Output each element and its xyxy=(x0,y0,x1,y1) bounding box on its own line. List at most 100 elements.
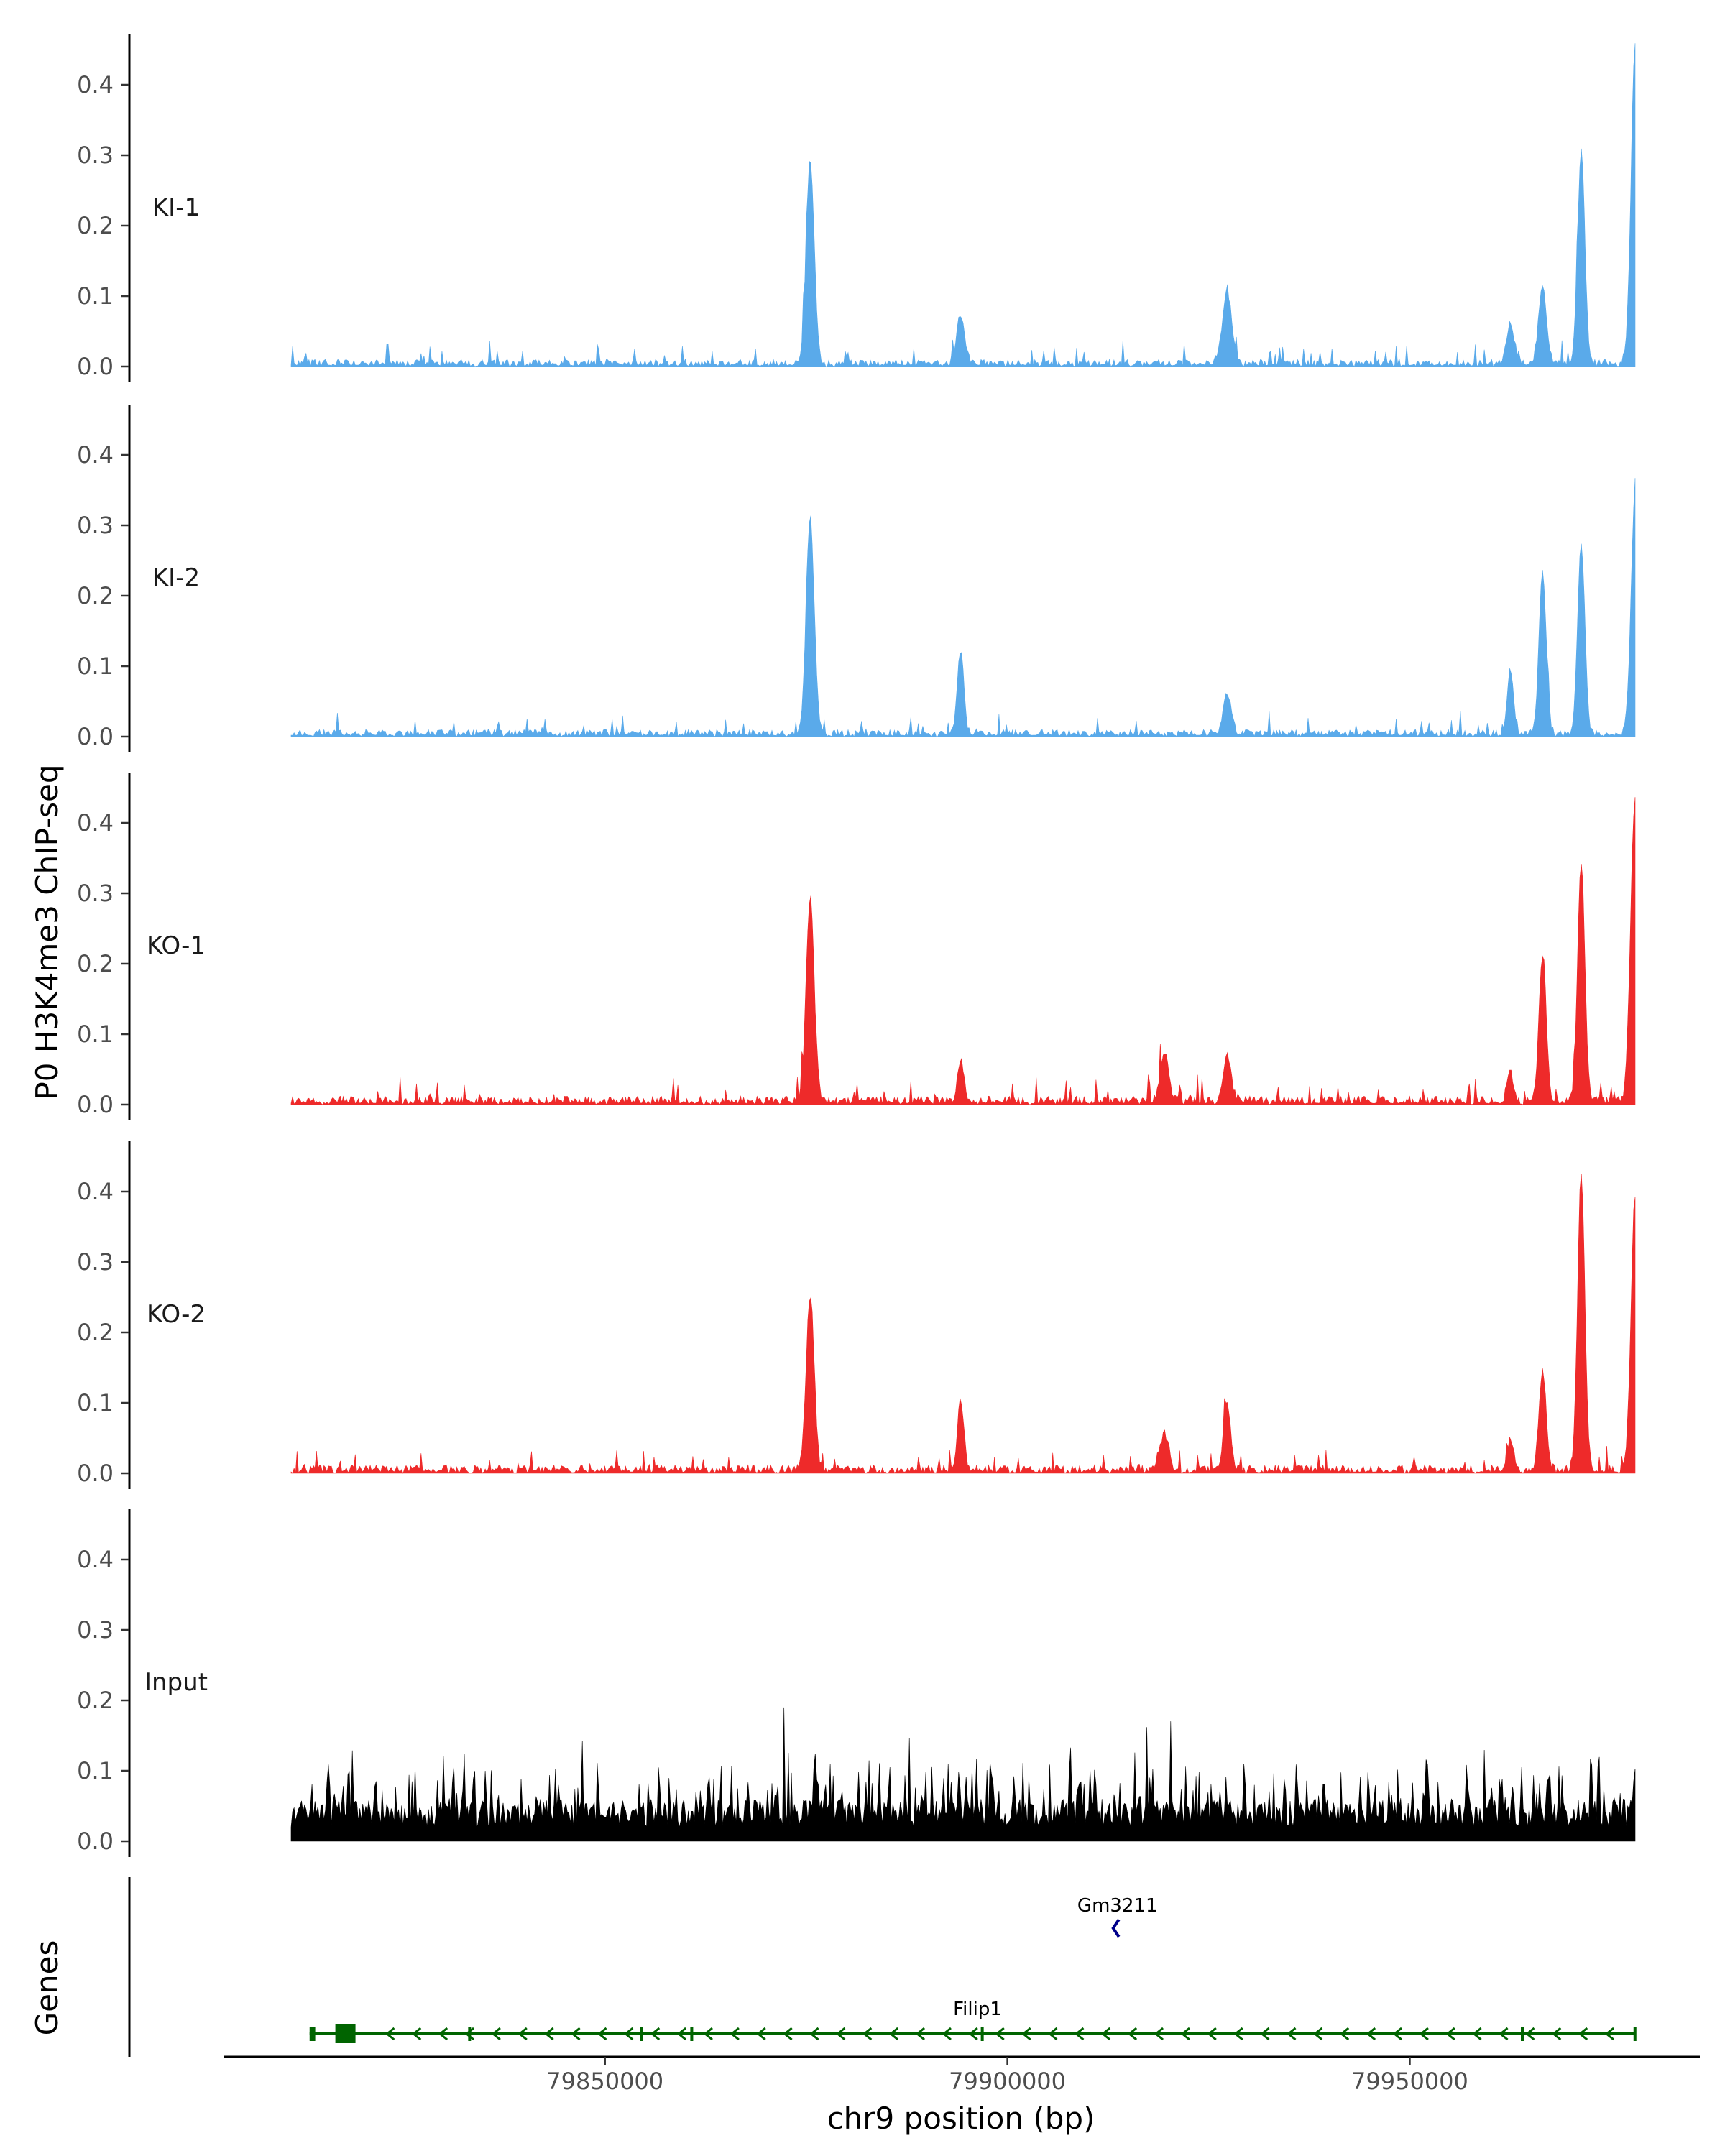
y-tick-label: 0.1 xyxy=(77,1021,114,1048)
track-name-label: KO-1 xyxy=(147,931,206,960)
track-name-label: KI-1 xyxy=(152,193,200,222)
track-panels: 0.00.10.20.30.4KI-10.00.10.20.30.4KI-20.… xyxy=(77,34,1636,1857)
y-tick-label: 0.2 xyxy=(77,950,114,977)
y-tick-label: 0.4 xyxy=(77,441,114,469)
y-tick-label: 0.0 xyxy=(77,723,114,750)
exon xyxy=(468,2027,472,2041)
strand-arrow xyxy=(756,2027,766,2041)
track-ko-1: 0.0 0.1 0.2 0.3 0.4 KO-1 xyxy=(77,773,1636,1120)
y-tick-label: 0.0 xyxy=(77,1091,114,1118)
strand-arrow xyxy=(385,2027,395,2041)
strand-arrow xyxy=(544,2027,554,2041)
strand-arrow xyxy=(464,2027,475,2041)
strand-arrow xyxy=(1472,2027,1482,2041)
strand-arrow xyxy=(730,2027,740,2041)
exon xyxy=(1633,2027,1637,2041)
y-tick-label: 0.0 xyxy=(77,1828,114,1855)
y-tick-label: 0.4 xyxy=(77,71,114,98)
x-tick-label: 79900000 xyxy=(949,2068,1066,2095)
y-tick-label: 0.3 xyxy=(77,512,114,539)
signal-area xyxy=(290,1174,1636,1474)
track-ki-1: 0.0 0.1 0.2 0.3 0.4 KI-1 xyxy=(77,34,1636,382)
strand-arrow xyxy=(1021,2027,1031,2041)
strand-arrow xyxy=(1551,2027,1562,2041)
strand-arrow xyxy=(703,2027,713,2041)
genes-track-label: Genes xyxy=(29,1940,65,2036)
strand-arrow xyxy=(623,2027,634,2041)
gene-label: Gm3211 xyxy=(1077,1895,1158,1917)
track-ki-2: 0.0 0.1 0.2 0.3 0.4 KI-2 xyxy=(77,405,1636,752)
track-name-label: KO-2 xyxy=(147,1300,206,1329)
strand-arrow xyxy=(1154,2027,1164,2041)
y-tick-label: 0.2 xyxy=(77,582,114,609)
strand-arrow xyxy=(1339,2027,1350,2041)
y-tick-label: 0.2 xyxy=(77,1319,114,1346)
strand-arrow xyxy=(809,2027,819,2041)
y-tick-label: 0.3 xyxy=(77,142,114,169)
y-tick-label: 0.2 xyxy=(77,212,114,239)
x-axis: 79850000 79900000 79950000 xyxy=(224,2055,1700,2095)
strand-arrow xyxy=(1048,2027,1058,2041)
y-tick-label: 0.3 xyxy=(77,1248,114,1276)
strand-arrow xyxy=(491,2027,501,2041)
signal-area xyxy=(290,43,1636,368)
track-input: 0.0 0.1 0.2 0.3 0.4 Input xyxy=(77,1509,1636,1857)
track-name-label: KI-2 xyxy=(152,563,200,592)
gene-label: Filip1 xyxy=(953,1999,1002,2020)
gene-filip1: Filip1 xyxy=(309,1999,1637,2043)
strand-arrow xyxy=(1445,2027,1455,2041)
strand-arrow xyxy=(1075,2027,1085,2041)
y-tick-label: 0.1 xyxy=(77,282,114,310)
strand-arrow xyxy=(438,2027,448,2041)
strand-arrow xyxy=(1207,2027,1217,2041)
strand-arrow xyxy=(995,2027,1005,2041)
exon xyxy=(690,2027,694,2041)
strand-arrow xyxy=(1419,2027,1429,2041)
exon xyxy=(309,2027,316,2041)
strand-arrow xyxy=(597,2027,607,2041)
strand-arrow xyxy=(1287,2027,1297,2041)
strand-arrow xyxy=(1127,2027,1138,2041)
strand-arrow xyxy=(1578,2027,1588,2041)
y-tick-label: 0.1 xyxy=(77,1389,114,1416)
exon xyxy=(335,2024,356,2043)
strand-arrow xyxy=(1312,2027,1323,2041)
strand-arrow xyxy=(1392,2027,1402,2041)
y-tick-label: 0.3 xyxy=(77,1616,114,1644)
strand-arrow xyxy=(942,2027,952,2041)
strand-arrow xyxy=(1525,2027,1535,2041)
gene-gm3211: Gm3211 xyxy=(1077,1895,1158,1938)
signal-area xyxy=(290,797,1636,1106)
exon xyxy=(980,2027,984,2041)
strand-arrow xyxy=(411,2027,422,2041)
strand-arrow xyxy=(518,2027,528,2041)
strand-arrow xyxy=(1499,2027,1509,2041)
strand-arrow xyxy=(915,2027,926,2041)
x-axis-label: chr9 position (bp) xyxy=(827,2101,1095,2136)
strand-arrow xyxy=(1233,2027,1243,2041)
strand-arrow xyxy=(650,2027,661,2041)
y-tick-label: 0.4 xyxy=(77,1546,114,1573)
strand-arrow xyxy=(1100,2027,1111,2041)
strand-arrow xyxy=(676,2027,687,2041)
strand-arrow xyxy=(862,2027,873,2041)
y-tick-label: 0.0 xyxy=(77,353,114,380)
y-tick-label: 0.4 xyxy=(77,809,114,837)
strand-arrow xyxy=(571,2027,581,2041)
strand-arrow xyxy=(836,2027,846,2041)
strand-arrow xyxy=(888,2027,899,2041)
y-tick-label: 0.0 xyxy=(77,1460,114,1487)
x-tick-label: 79850000 xyxy=(546,2068,663,2095)
strand-arrow xyxy=(1366,2027,1376,2041)
y-tick-label: 0.1 xyxy=(77,653,114,680)
strand-arrow xyxy=(783,2027,793,2041)
strand-arrow xyxy=(1180,2027,1190,2041)
strand-arrow xyxy=(1260,2027,1270,2041)
strand-arrow xyxy=(1111,1918,1121,1938)
track-name-label: Input xyxy=(144,1668,208,1697)
track-ko-2: 0.0 0.1 0.2 0.3 0.4 KO-2 xyxy=(77,1141,1636,1489)
y-tick-label: 0.4 xyxy=(77,1178,114,1205)
signal-area xyxy=(290,1707,1636,1842)
x-tick-label: 79950000 xyxy=(1351,2068,1468,2095)
